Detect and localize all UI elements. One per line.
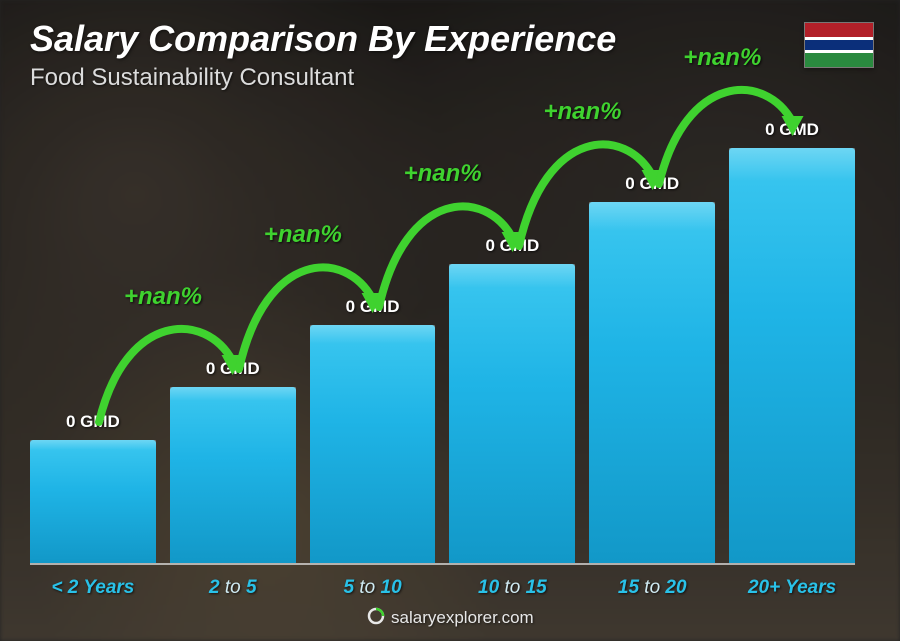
flag-stripe-red (805, 23, 873, 37)
bar (310, 325, 436, 563)
x-axis: < 2 Years 2 to 5 5 to 10 10 to 15 15 to 20 20… (30, 577, 855, 599)
footer-brand: salaryexplorer.com (0, 606, 900, 631)
flag-stripe-green (805, 53, 873, 67)
x-axis-label: 5 to 10 (310, 577, 436, 599)
bar-value-label: 0 GMD (206, 359, 260, 379)
bar-wrap: 0 GMD (170, 120, 296, 563)
bar (449, 264, 575, 563)
bar-value-label: 0 GMD (485, 236, 539, 256)
page-subtitle: Food Sustainability Consultant (30, 64, 354, 92)
x-axis-label: < 2 Years (30, 577, 156, 599)
bar-chart: 0 GMD 0 GMD 0 GMD 0 GMD 0 GMD 0 GMD (30, 120, 855, 563)
bar-wrap: 0 GMD (310, 120, 436, 563)
bar (170, 387, 296, 563)
country-flag-gambia (804, 22, 874, 68)
bar-value-label: 0 GMD (765, 120, 819, 140)
bar-wrap: 0 GMD (729, 120, 855, 563)
page-title: Salary Comparison By Experience (30, 18, 616, 60)
x-axis-line (30, 563, 855, 565)
flag-stripe-blue (805, 40, 873, 50)
footer-logo-icon (366, 606, 386, 631)
bar-wrap: 0 GMD (30, 120, 156, 563)
pct-change-label: +nan% (683, 44, 761, 72)
x-axis-label: 20+ Years (729, 577, 855, 599)
bar-wrap: 0 GMD (589, 120, 715, 563)
bar-value-label: 0 GMD (66, 412, 120, 432)
bar (30, 440, 156, 563)
bar-wrap: 0 GMD (449, 120, 575, 563)
x-axis-label: 2 to 5 (170, 577, 296, 599)
bar (729, 148, 855, 563)
x-axis-label: 15 to 20 (589, 577, 715, 599)
bar (589, 202, 715, 563)
bar-value-label: 0 GMD (346, 297, 400, 317)
footer-brand-text: salaryexplorer.com (391, 608, 534, 627)
chart-container: Salary Comparison By Experience Food Sus… (0, 0, 900, 641)
x-axis-label: 10 to 15 (449, 577, 575, 599)
bar-value-label: 0 GMD (625, 174, 679, 194)
